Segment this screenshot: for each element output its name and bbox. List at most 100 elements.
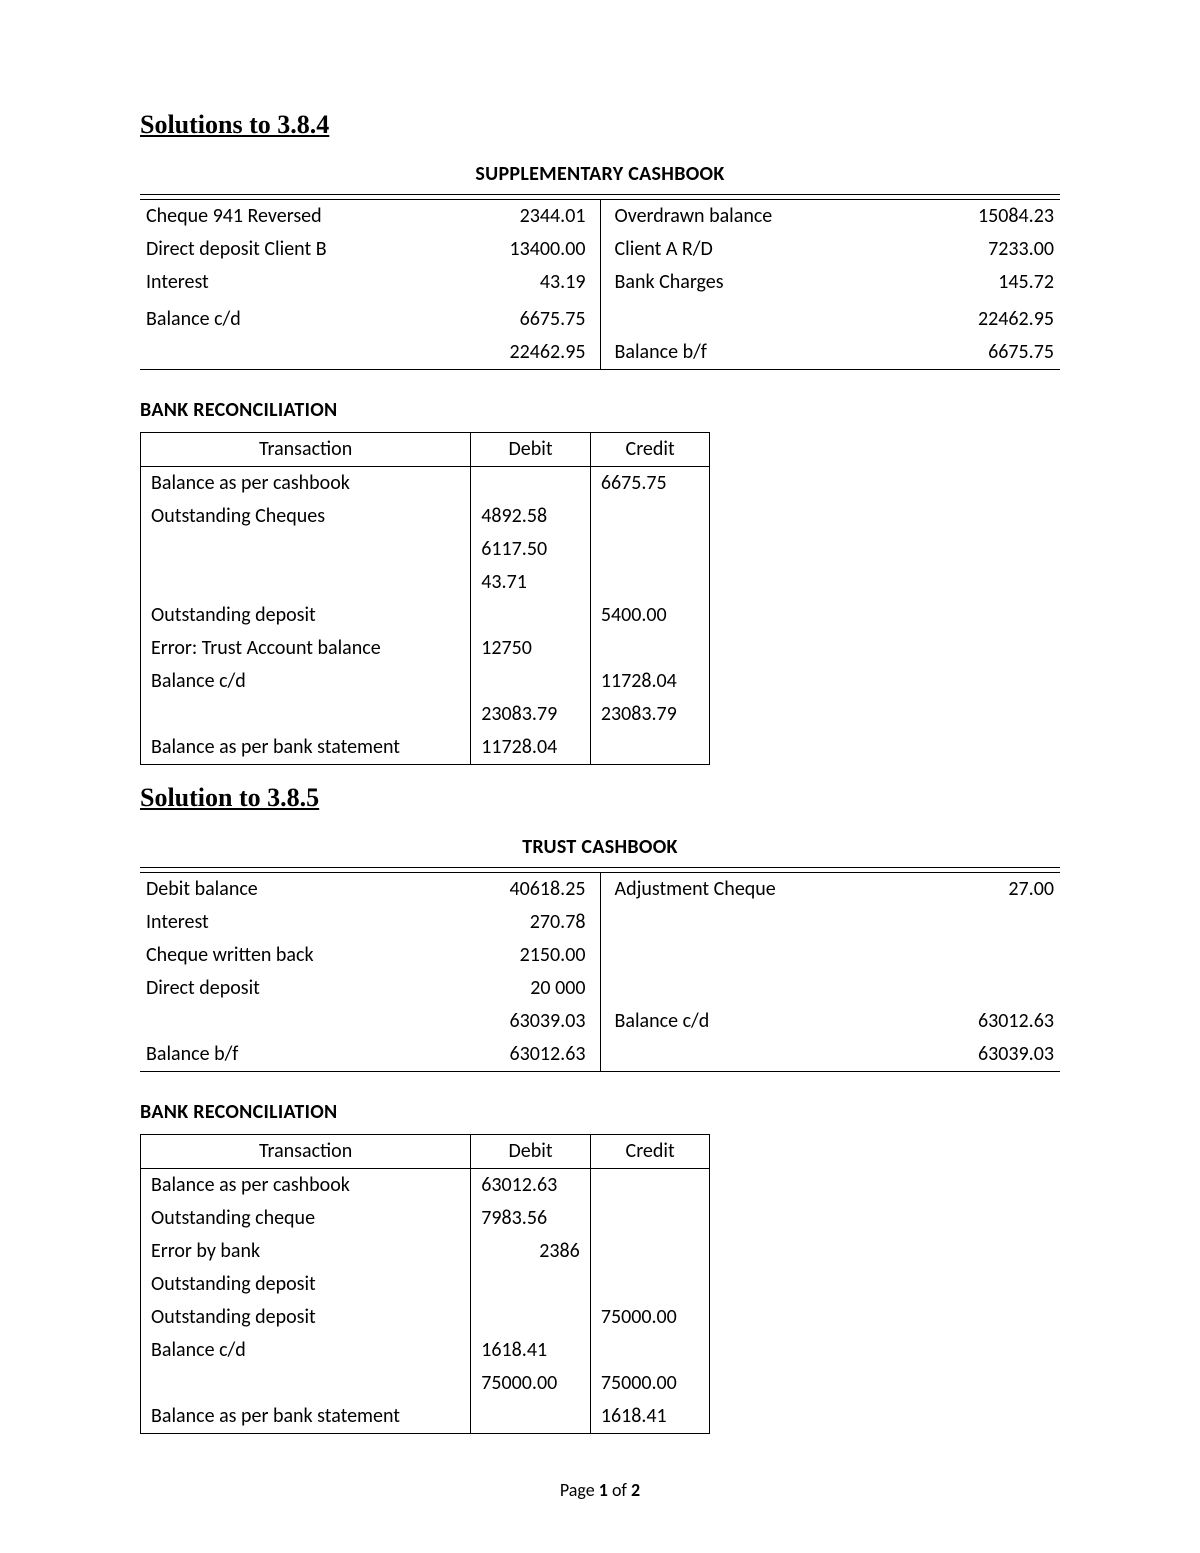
recon-debit: 7983.56 bbox=[471, 1202, 591, 1235]
cashbook-row: Cheque 941 Reversed 2344.01 Overdrawn ba… bbox=[140, 200, 1060, 234]
recon-credit bbox=[590, 566, 710, 599]
recon-debit bbox=[471, 665, 591, 698]
cb-left-amt: 6675.75 bbox=[370, 303, 600, 336]
recon-row: Error by bank2386 bbox=[141, 1235, 710, 1268]
cb-right-desc bbox=[600, 303, 830, 336]
cb-left-desc: Direct deposit bbox=[140, 972, 370, 1005]
recon-credit bbox=[590, 1268, 710, 1301]
recon-credit: 11728.04 bbox=[590, 665, 710, 698]
recon-debit: 1618.41 bbox=[471, 1334, 591, 1367]
recon-debit bbox=[471, 1400, 591, 1434]
cb-right-amt: 6675.75 bbox=[830, 336, 1060, 370]
cb-left-desc bbox=[140, 1005, 370, 1038]
recon-row: 43.71 bbox=[141, 566, 710, 599]
recon-debit: 23083.79 bbox=[471, 698, 591, 731]
cb-right-desc: Client A R/D bbox=[600, 233, 830, 266]
recon-desc: Balance as per bank statement bbox=[141, 731, 471, 765]
recon-debit bbox=[471, 1301, 591, 1334]
cashbook-title-385: TRUST CASHBOOK bbox=[140, 835, 1060, 859]
cb-left-desc bbox=[140, 336, 370, 370]
recon-row: Balance as per bank statement11728.04 bbox=[141, 731, 710, 765]
cb-right-amt: 15084.23 bbox=[830, 200, 1060, 234]
cashbook-table-384: Cheque 941 Reversed 2344.01 Overdrawn ba… bbox=[140, 194, 1060, 370]
recon-header-row: Transaction Debit Credit bbox=[141, 1135, 710, 1169]
recon-debit: 12750 bbox=[471, 632, 591, 665]
cb-left-amt: 63012.63 bbox=[370, 1038, 600, 1072]
cb-left-desc: Balance b/f bbox=[140, 1038, 370, 1072]
cashbook-row: Balance b/f 63012.63 63039.03 bbox=[140, 1038, 1060, 1072]
cb-left-amt: 40618.25 bbox=[370, 873, 600, 907]
footer-prefix: Page bbox=[560, 1479, 599, 1501]
recon-credit bbox=[590, 1202, 710, 1235]
recon-credit: 75000.00 bbox=[590, 1367, 710, 1400]
recon-row: Outstanding deposit bbox=[141, 1268, 710, 1301]
recon-credit: 5400.00 bbox=[590, 599, 710, 632]
recon-h-transaction: Transaction bbox=[141, 1135, 471, 1169]
cashbook-row: Cheque written back 2150.00 bbox=[140, 939, 1060, 972]
recon-desc bbox=[141, 533, 471, 566]
recon-h-credit: Credit bbox=[590, 1135, 710, 1169]
recon-desc bbox=[141, 566, 471, 599]
cb-right-desc: Balance c/d bbox=[600, 1005, 830, 1038]
recon-desc: Balance c/d bbox=[141, 1334, 471, 1367]
footer-page-num: 1 bbox=[599, 1479, 608, 1501]
recon-debit: 75000.00 bbox=[471, 1367, 591, 1400]
page: Solutions to 3.8.4 SUPPLEMENTARY CASHBOO… bbox=[0, 0, 1200, 1553]
cashbook-row: Debit balance 40618.25 Adjustment Cheque… bbox=[140, 873, 1060, 907]
cb-left-desc: Cheque written back bbox=[140, 939, 370, 972]
recon-row: Balance c/d11728.04 bbox=[141, 665, 710, 698]
recon-row: Outstanding cheque7983.56 bbox=[141, 1202, 710, 1235]
cb-left-amt: 22462.95 bbox=[370, 336, 600, 370]
cb-right-amt: 22462.95 bbox=[830, 303, 1060, 336]
recon-row: Error: Trust Account balance12750 bbox=[141, 632, 710, 665]
footer-of: of bbox=[608, 1479, 631, 1501]
cb-left-amt: 20 000 bbox=[370, 972, 600, 1005]
recon-credit bbox=[590, 1169, 710, 1203]
recon-row: 6117.50 bbox=[141, 533, 710, 566]
recon-debit bbox=[471, 1268, 591, 1301]
recon-debit bbox=[471, 467, 591, 501]
cashbook-title-384: SUPPLEMENTARY CASHBOOK bbox=[140, 162, 1060, 186]
cashbook-row: Direct deposit Client B 13400.00 Client … bbox=[140, 233, 1060, 266]
recon-credit: 1618.41 bbox=[590, 1400, 710, 1434]
cb-right-amt bbox=[830, 972, 1060, 1005]
cb-right-amt bbox=[830, 906, 1060, 939]
recon-row: Outstanding deposit 5400.00 bbox=[141, 599, 710, 632]
heading-384: Solutions to 3.8.4 bbox=[140, 110, 1060, 140]
footer-page-total: 2 bbox=[631, 1479, 640, 1501]
recon-desc: Balance as per cashbook bbox=[141, 1169, 471, 1203]
cb-right-amt: 145.72 bbox=[830, 266, 1060, 299]
recon-title-384: BANK RECONCILIATION bbox=[140, 398, 1060, 422]
recon-credit bbox=[590, 533, 710, 566]
recon-desc: Outstanding deposit bbox=[141, 1268, 471, 1301]
recon-debit: 6117.50 bbox=[471, 533, 591, 566]
recon-h-debit: Debit bbox=[471, 433, 591, 467]
recon-debit bbox=[471, 599, 591, 632]
recon-desc: Balance as per bank statement bbox=[141, 1400, 471, 1434]
recon-row: Outstanding Cheques4892.58 bbox=[141, 500, 710, 533]
cb-right-amt: 7233.00 bbox=[830, 233, 1060, 266]
cb-right-desc: Overdrawn balance bbox=[600, 200, 830, 234]
cb-right-desc: Adjustment Cheque bbox=[600, 873, 830, 907]
cb-left-desc: Balance c/d bbox=[140, 303, 370, 336]
cb-left-amt: 2344.01 bbox=[370, 200, 600, 234]
recon-desc: Error by bank bbox=[141, 1235, 471, 1268]
recon-h-transaction: Transaction bbox=[141, 433, 471, 467]
cb-right-desc: Balance b/f bbox=[600, 336, 830, 370]
recon-desc: Outstanding deposit bbox=[141, 599, 471, 632]
cb-right-desc bbox=[600, 972, 830, 1005]
recon-row: Balance as per bank statement 1618.41 bbox=[141, 1400, 710, 1434]
recon-desc bbox=[141, 1367, 471, 1400]
cashbook-row: Interest 43.19 Bank Charges 145.72 bbox=[140, 266, 1060, 299]
cashbook-row: 22462.95 Balance b/f 6675.75 bbox=[140, 336, 1060, 370]
recon-credit bbox=[590, 500, 710, 533]
recon-desc: Outstanding deposit bbox=[141, 1301, 471, 1334]
recon-debit: 11728.04 bbox=[471, 731, 591, 765]
recon-debit: 4892.58 bbox=[471, 500, 591, 533]
cb-right-amt: 63012.63 bbox=[830, 1005, 1060, 1038]
cashbook-row: Interest 270.78 bbox=[140, 906, 1060, 939]
recon-debit: 63012.63 bbox=[471, 1169, 591, 1203]
recon-credit bbox=[590, 632, 710, 665]
cb-left-desc: Cheque 941 Reversed bbox=[140, 200, 370, 234]
recon-row: Balance as per cashbook63012.63 bbox=[141, 1169, 710, 1203]
